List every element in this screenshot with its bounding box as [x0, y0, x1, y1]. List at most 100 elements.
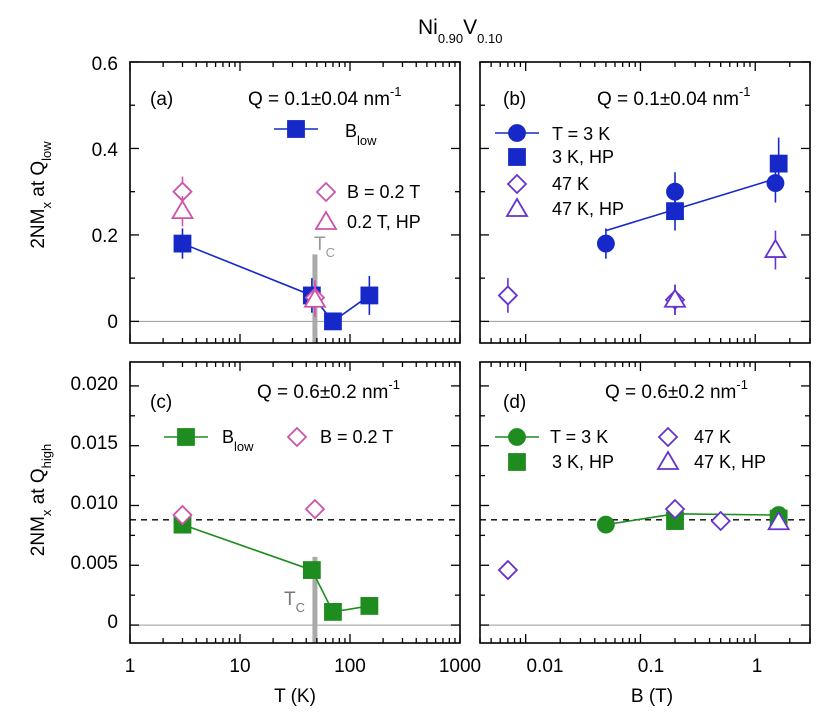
x-ticks-T: 1 10 100 1000 — [125, 656, 481, 677]
xtick-label: 1000 — [439, 656, 481, 677]
xtick-label: 1 — [125, 656, 136, 677]
legend-a-hp: 0.2 T, HP — [347, 212, 421, 232]
xtick-label: 0.1 — [638, 656, 664, 677]
plot-frame — [129, 361, 461, 644]
panel-a-annotations: (a) Q = 0.1±0.04 nm-1 Blow B = 0.2 T 0.2… — [150, 84, 421, 260]
panel-b-annotations: (b) Q = 0.1±0.04 nm-1 T = 3 K 3 K, HP 47… — [503, 84, 751, 219]
panel-c — [129, 361, 461, 644]
panel-b — [479, 61, 811, 344]
legend-marker — [164, 428, 208, 446]
x-ticks-B: 0.01 0.1 1 — [527, 656, 763, 677]
legend-marker — [505, 197, 529, 217]
ytick-label: 0 — [107, 612, 118, 633]
data-point-circle — [597, 515, 615, 534]
legend-marker — [315, 181, 337, 203]
data-point-diamond — [304, 498, 326, 520]
legend-symbol-square — [508, 148, 526, 166]
panel-d-label: (d) — [503, 392, 526, 413]
legend-b-47khp: 47 K, HP — [552, 199, 624, 219]
legend-symbol-square — [287, 120, 305, 138]
plot-frame — [479, 361, 811, 644]
legend-d-47k: 47 K — [694, 427, 731, 447]
panel-a-q-label: Q = 0.1±0.04 nm-1 — [248, 84, 402, 110]
data-point-square — [360, 286, 379, 305]
legend-marker — [286, 426, 308, 448]
legend-symbol-circle — [508, 428, 526, 446]
legend-d-3khp: 3 K, HP — [552, 452, 614, 472]
legend-b-t3k: T = 3 K — [552, 124, 610, 144]
xtick-label: 0.01 — [527, 656, 564, 677]
data-point-diamond — [710, 510, 731, 532]
panel-b-label: (b) — [503, 89, 526, 110]
data-point-square — [324, 603, 342, 621]
data-point-diamond — [497, 559, 519, 581]
x-label-T: T (K) — [274, 686, 316, 707]
legend-symbol-diamond — [286, 426, 308, 448]
tc-label-c: TC — [284, 589, 305, 615]
legend-symbol-diamond — [657, 426, 679, 448]
series-line — [182, 242, 370, 323]
data-point-diamond — [497, 285, 519, 306]
panel-c-annotations: (c) Q = 0.6±0.2 nm-1 Blow B = 0.2 T TC — [150, 377, 400, 615]
data-point-circle — [766, 174, 785, 192]
panel-d — [479, 361, 811, 644]
data-point-triangle — [767, 510, 791, 531]
legend-d-47khp: 47 K, HP — [694, 452, 766, 472]
legend-marker — [506, 173, 528, 195]
legend-symbol-triangle — [656, 450, 680, 470]
xtick-label: 1 — [752, 656, 763, 677]
legend-symbol-triangle — [314, 210, 338, 230]
panel-c-label: (c) — [150, 392, 172, 413]
panel-b-q-label: Q = 0.1±0.04 nm-1 — [597, 84, 751, 110]
ytick-label: 0.2 — [92, 226, 118, 247]
ytick-label: 0.6 — [92, 54, 118, 75]
legend-marker — [495, 428, 539, 446]
y-ticks-bottom: 0 0.005 0.010 0.015 0.020 — [70, 374, 118, 633]
panel-d-annotations: (d) Q = 0.6±0.2 nm-1 T = 3 K 3 K, HP 47 … — [503, 377, 766, 472]
legend-marker — [495, 124, 539, 142]
ytick-label: 0 — [107, 312, 118, 333]
fit-line — [605, 177, 776, 232]
plot-frame — [479, 61, 811, 344]
data-point-circle — [597, 234, 615, 253]
legend-marker — [314, 210, 338, 230]
data-point-square — [666, 202, 684, 221]
xtick-label: 100 — [334, 656, 366, 677]
data-point-diamond — [664, 498, 686, 520]
panel-c-q-label: Q = 0.6±0.2 nm-1 — [257, 377, 400, 403]
legend-marker — [657, 426, 679, 448]
y-ticks-top: 0 0.2 0.4 0.6 — [92, 54, 119, 333]
legend-marker — [508, 453, 526, 471]
x-label-B: B (T) — [631, 686, 673, 707]
xtick-label: 10 — [229, 656, 250, 677]
legend-symbol-circle — [508, 124, 526, 142]
data-point-triangle — [763, 238, 788, 258]
legend-symbol-square — [177, 428, 195, 446]
legend-b-47k: 47 K — [552, 174, 589, 194]
legend-marker — [508, 148, 526, 166]
data-point-square — [302, 561, 321, 579]
legend-symbol-diamond — [315, 181, 337, 203]
ytick-label: 0.010 — [70, 493, 118, 514]
data-point-triangle — [303, 287, 327, 308]
legend-symbol-square — [508, 453, 526, 471]
data-point-square — [769, 154, 788, 173]
y-label-bottom: 2NMx at Qhigh — [28, 444, 54, 556]
legend-a-blow: Blow — [345, 121, 377, 148]
legend-b-3khp: 3 K, HP — [552, 147, 614, 167]
tc-label-a: TC — [314, 234, 335, 260]
y-label-top: 2NMx at Qlow — [28, 141, 54, 249]
legend-marker — [274, 120, 318, 138]
ytick-label: 0.015 — [70, 433, 118, 454]
legend-d-t3k: T = 3 K — [550, 427, 608, 447]
data-point-diamond — [172, 504, 193, 526]
figure-title: Ni0.90V0.10 — [418, 16, 502, 46]
panel-d-q-label: Q = 0.6±0.2 nm-1 — [605, 377, 748, 403]
legend-a-b02: B = 0.2 T — [347, 182, 420, 202]
series-line — [182, 523, 370, 613]
plot-frame — [129, 61, 461, 344]
legend-c-blow: Blow — [222, 427, 254, 454]
ytick-label: 0.005 — [70, 553, 118, 574]
data-point-square — [360, 597, 379, 615]
